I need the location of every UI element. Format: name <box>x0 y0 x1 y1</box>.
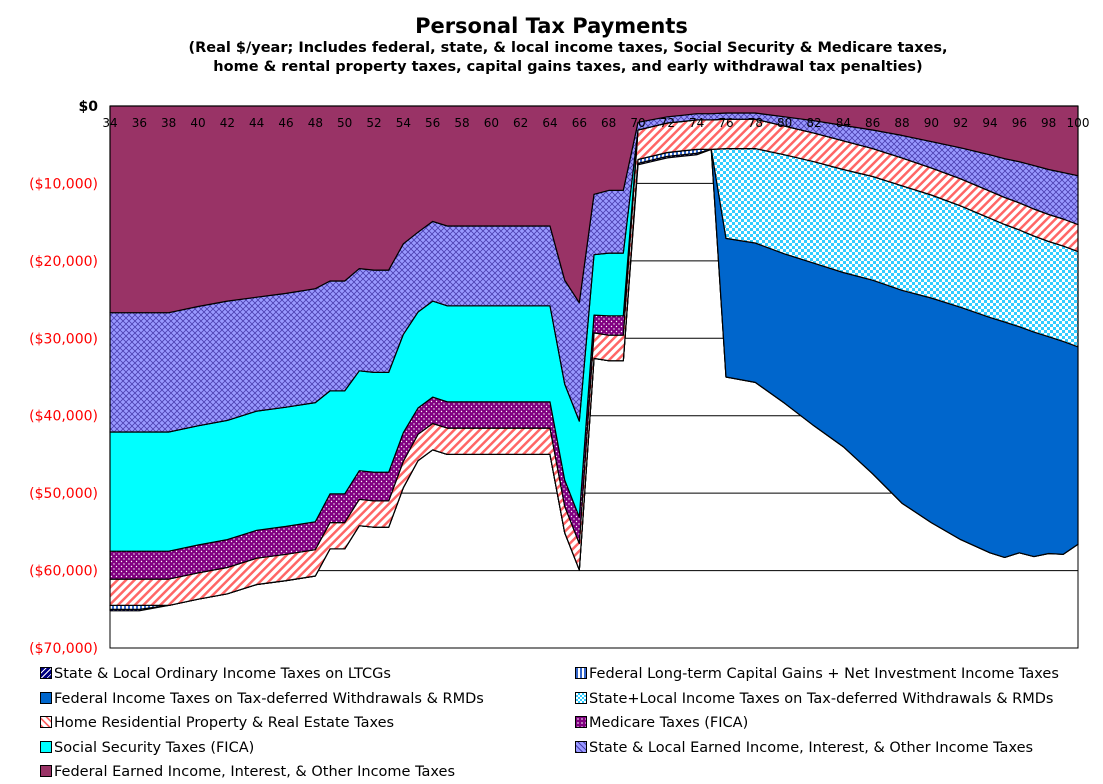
y-tick-label: ($30,000) <box>29 331 98 347</box>
x-tick-label: 64 <box>542 116 557 130</box>
legend-label: Medicare Taxes (FICA) <box>589 715 749 731</box>
plot-frame <box>109 105 1079 649</box>
x-tick-label: 100 <box>1067 116 1090 130</box>
x-tick-label: 34 <box>102 116 117 130</box>
legend-swatch <box>575 740 587 753</box>
y-tick-label: ($70,000) <box>29 641 98 657</box>
x-tick-label: 50 <box>337 116 352 130</box>
legend-swatch <box>40 667 52 679</box>
x-tick-label: 76 <box>718 116 733 130</box>
y-tick-label: ($40,000) <box>29 409 98 425</box>
legend-label: Social Security Taxes (FICA) <box>54 739 255 756</box>
legend-swatch <box>40 765 52 777</box>
legend-item: Social Security Taxes (FICA) <box>40 740 254 756</box>
legend-item: State+Local Income Taxes on Tax-deferred… <box>575 691 1053 707</box>
x-tick-label: 58 <box>454 116 469 130</box>
x-tick-label: 92 <box>953 116 968 130</box>
x-tick-label: 78 <box>748 116 763 130</box>
x-tick-label: 48 <box>308 116 323 130</box>
legend-label: State+Local Income Taxes on Tax-deferred… <box>589 690 1054 707</box>
chart-title: Personal Tax Payments <box>415 14 688 38</box>
y-tick-label: ($10,000) <box>29 176 98 192</box>
y-tick-label: ($20,000) <box>29 254 98 270</box>
legend-item: Medicare Taxes (FICA) <box>575 715 748 731</box>
legend-swatch <box>40 716 52 728</box>
legend-label: Federal Income Taxes on Tax-deferred Wit… <box>54 690 484 707</box>
x-tick-label: 46 <box>278 116 293 130</box>
x-tick-label: 54 <box>396 116 411 130</box>
x-tick-label: 82 <box>806 116 821 130</box>
y-tick-label: $0 <box>79 99 99 115</box>
chart-subtitle-line-1: (Real $/year; Includes federal, state, &… <box>188 40 948 56</box>
x-tick-label: 88 <box>894 116 909 130</box>
x-tick-label: 74 <box>689 116 704 130</box>
legend-swatch <box>40 740 52 753</box>
legend-item: Home Residential Property & Real Estate … <box>40 715 394 731</box>
tax-area-chart: $0 ($10,000) ($20,000) ($30,000) ($40,000) ($… <box>29 99 1090 657</box>
x-tick-label: 98 <box>1041 116 1056 130</box>
x-tick-label: 86 <box>865 116 880 130</box>
y-tick-label: ($50,000) <box>29 486 98 502</box>
x-tick-label: 70 <box>630 116 645 130</box>
legend-item: Federal Income Taxes on Tax-deferred Wit… <box>40 691 484 707</box>
x-tick-label: 60 <box>484 116 499 130</box>
x-tick-label: 80 <box>777 116 792 130</box>
x-tick-label: 72 <box>660 116 675 130</box>
legend-label: State & Local Ordinary Income Taxes on L… <box>54 666 391 682</box>
legend-item: State & Local Ordinary Income Taxes on L… <box>40 666 391 682</box>
legend-item: Federal Long-term Capital Gains + Net In… <box>575 666 1059 682</box>
legend-swatch <box>575 667 587 679</box>
x-tick-label: 42 <box>220 116 235 130</box>
legend-swatch <box>40 691 52 704</box>
x-tick-label: 90 <box>924 116 939 130</box>
legend-label: Federal Earned Income, Interest, & Other… <box>54 764 456 780</box>
x-tick-label: 38 <box>161 116 176 130</box>
x-tick-label: 40 <box>190 116 205 130</box>
x-tick-label: 52 <box>366 116 381 130</box>
x-tick-label: 84 <box>836 116 851 130</box>
legend-item: Federal Earned Income, Interest, & Other… <box>40 764 455 780</box>
x-tick-label: 68 <box>601 116 616 130</box>
legend-swatch <box>575 691 587 704</box>
legend-swatch <box>575 716 587 728</box>
legend-label: Home Residential Property & Real Estate … <box>54 715 395 731</box>
y-tick-label: ($60,000) <box>29 564 98 580</box>
chart-legend: State & Local Ordinary Income Taxes on L… <box>0 664 1103 784</box>
legend-item: State & Local Earned Income, Interest, &… <box>575 740 1033 756</box>
x-tick-label: 96 <box>1012 116 1027 130</box>
x-tick-label: 44 <box>249 116 264 130</box>
x-tick-label: 62 <box>513 116 528 130</box>
chart-subtitle-line-2: home & rental property taxes, capital ga… <box>213 59 923 75</box>
legend-label: Federal Long-term Capital Gains + Net In… <box>589 666 1059 682</box>
x-tick-label: 94 <box>982 116 997 130</box>
x-tick-label: 36 <box>132 116 147 130</box>
legend-label: State & Local Earned Income, Interest, &… <box>589 739 1034 756</box>
x-tick-label: 66 <box>572 116 587 130</box>
x-tick-label: 56 <box>425 116 440 130</box>
